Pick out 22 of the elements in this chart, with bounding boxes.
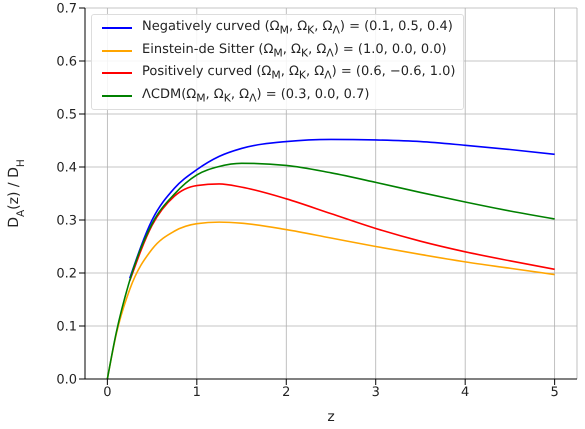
- y-tick-label: 0.1: [56, 320, 77, 335]
- x-tick-label: 4: [461, 385, 470, 400]
- x-axis-title: z: [327, 409, 335, 425]
- y-tick-label: 0.4: [56, 160, 77, 176]
- line-series: [106, 162, 556, 379]
- legend-label: Positively curved (Ω$_{M}$, Ω$_{K}$, Ω$_{Λ}$) = (0.6, −0.6, 1.0): [142, 63, 456, 84]
- line-series: [128, 183, 556, 282]
- y-tick-label: 0.2: [56, 266, 77, 282]
- y-tick-label: 0.7: [56, 2, 77, 17]
- x-tick-label: 0: [103, 385, 112, 400]
- x-tick-label: 5: [550, 385, 559, 400]
- x-tick-label: 3: [372, 385, 380, 400]
- legend-label: Negatively curved (Ω$_{M}$, Ω$_{K}$, Ω$_{Λ}$) = (0.1, 0.5, 0.4): [142, 18, 453, 39]
- legend-label: ΛCDM(Ω$_{M}$, Ω$_{K}$, Ω$_{Λ}$) = (0.3, 0.0, 0.7): [142, 86, 370, 106]
- y-tick-label: 0.0: [56, 372, 77, 388]
- x-tick-label: 1: [192, 385, 201, 400]
- y-tick-label: 0.5: [56, 108, 77, 123]
- y-tick-label: 0.3: [56, 214, 77, 229]
- y-tick-label: 0.6: [56, 54, 77, 70]
- line-series: [128, 138, 556, 280]
- legend-label: Einstein-de Sitter (Ω$_{M}$, Ω$_{K}$, Ω$_{Λ}$) = (1.0, 0.0, 0.0): [142, 40, 447, 62]
- x-tick-label: 2: [282, 385, 290, 400]
